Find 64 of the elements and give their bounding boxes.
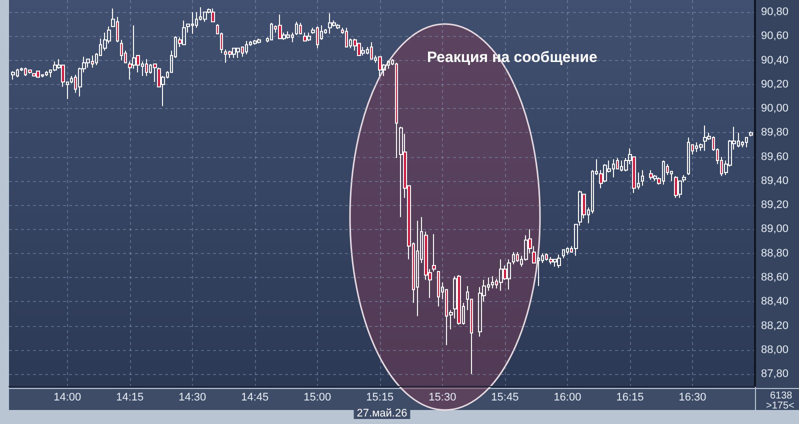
candlestick bbox=[499, 258, 503, 292]
candlestick bbox=[357, 42, 361, 56]
x-tick-label: 15:00 bbox=[304, 392, 332, 404]
candlestick bbox=[507, 258, 511, 290]
candlestick bbox=[491, 276, 494, 289]
x-tick-label: 16:00 bbox=[554, 392, 582, 404]
candlestick bbox=[562, 249, 565, 259]
y-tick-label: 88,80 bbox=[761, 247, 789, 260]
y-tick-label: 90,40 bbox=[761, 54, 789, 66]
x-tick-label: 16:30 bbox=[678, 392, 706, 404]
candlestick bbox=[395, 62, 398, 159]
candlestick bbox=[303, 32, 307, 42]
candlestick bbox=[361, 46, 365, 56]
candlestick bbox=[278, 14, 282, 40]
x-tick-label: 14:30 bbox=[178, 392, 206, 404]
candlestick bbox=[328, 12, 332, 34]
y-tick-label: 89,00 bbox=[761, 223, 789, 236]
y-tick-label: 89,20 bbox=[761, 199, 789, 212]
candlestick bbox=[516, 252, 519, 262]
x-tick-label: 15:30 bbox=[428, 392, 456, 404]
y-tick-label: 90,60 bbox=[761, 30, 789, 42]
candlestick bbox=[86, 58, 90, 68]
y-tick-label: 89,80 bbox=[761, 126, 789, 139]
y-tick-label: 89,60 bbox=[761, 150, 789, 163]
y-tick-label: 88,60 bbox=[761, 272, 789, 284]
candlestick bbox=[345, 27, 348, 48]
candlestick bbox=[378, 56, 382, 77]
candlestick bbox=[307, 32, 311, 42]
candlestick bbox=[703, 124, 707, 152]
y-tick-label: 90,20 bbox=[761, 78, 789, 90]
y-tick-label: 88,00 bbox=[761, 344, 789, 356]
candlestick bbox=[399, 126, 403, 218]
candlestick bbox=[553, 258, 557, 268]
candlestick bbox=[270, 22, 273, 40]
candlestick bbox=[566, 246, 569, 256]
y-tick-label: 87,80 bbox=[761, 368, 789, 380]
candlestick bbox=[687, 137, 690, 176]
y-tick-label: 88,40 bbox=[761, 296, 789, 308]
text: >175< bbox=[766, 400, 795, 412]
candlestick bbox=[295, 21, 298, 36]
y-tick-label: 90,00 bbox=[761, 102, 789, 115]
x-tick-label: 16:15 bbox=[616, 392, 644, 404]
candlestick bbox=[299, 22, 302, 34]
y-tick-label: 89,40 bbox=[761, 174, 789, 187]
y-tick-label: 88,20 bbox=[761, 320, 789, 332]
x-tick-label: 14:00 bbox=[54, 392, 82, 404]
x-tick-label: 14:15 bbox=[116, 392, 144, 404]
candlestick bbox=[557, 254, 561, 268]
x-tick-label: 15:45 bbox=[491, 392, 519, 404]
candlestick bbox=[512, 252, 515, 265]
x-tick-label: 14:45 bbox=[241, 392, 269, 404]
text: 6138 bbox=[770, 390, 793, 402]
candlestick bbox=[182, 20, 186, 46]
candlestick bbox=[120, 39, 123, 61]
candlestick bbox=[549, 256, 553, 265]
y-tick-label: 90,80 bbox=[761, 6, 789, 18]
candlestick bbox=[749, 131, 753, 137]
candlestick bbox=[370, 42, 373, 60]
candlestick bbox=[145, 58, 148, 77]
candlestick bbox=[336, 24, 340, 30]
candlestick bbox=[286, 30, 290, 40]
x-axis-title: 27.май.26 bbox=[356, 408, 408, 420]
x-tick-label: 15:15 bbox=[366, 392, 394, 404]
candlestick bbox=[745, 137, 748, 148]
